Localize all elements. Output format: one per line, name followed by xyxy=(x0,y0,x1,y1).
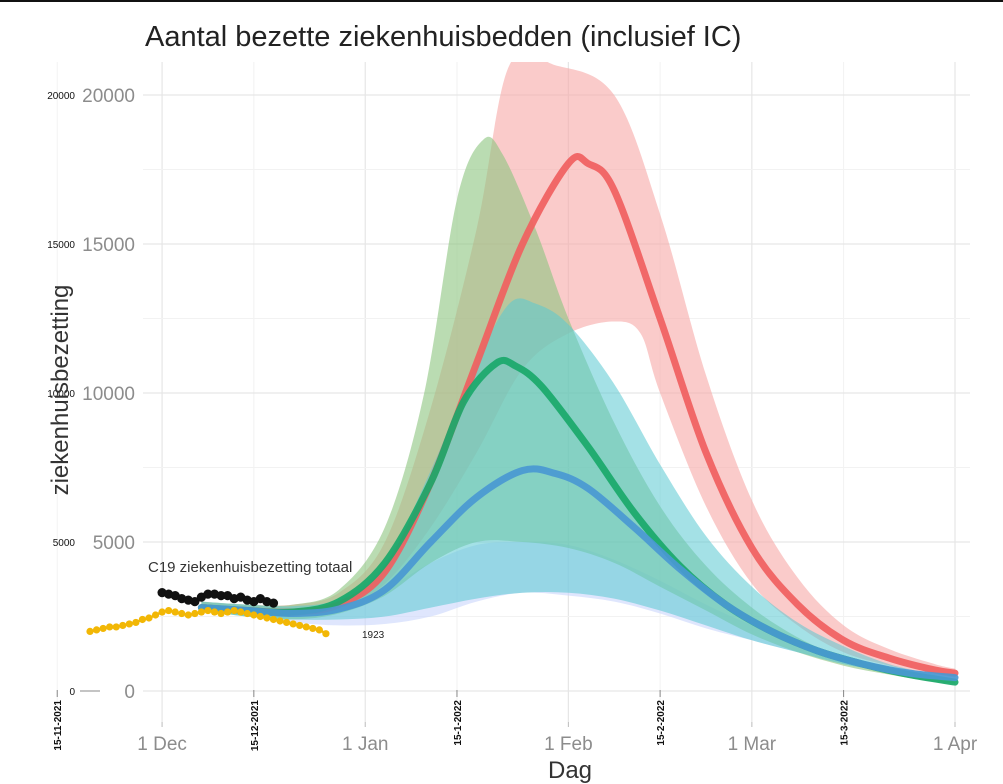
y-tick-label-overlay: 10000 xyxy=(47,389,75,400)
y-tick-label: 5000 xyxy=(93,533,135,554)
y-tick-label-overlay: 5000 xyxy=(53,538,76,549)
x-date-tick-label: 15-3-2022 xyxy=(840,700,851,746)
x-tick-label: 1 Feb xyxy=(544,734,593,755)
line-blue xyxy=(197,465,959,682)
observed-total-label: C19 ziekenhuisbezetting totaal xyxy=(148,559,352,576)
x-date-tick-label: 15-11-2021 xyxy=(53,700,64,751)
observed-yellow-point xyxy=(165,606,173,615)
observed-yellow-point xyxy=(269,615,278,624)
observed-yellow-point xyxy=(138,615,147,624)
observed-yellow-point xyxy=(230,606,238,615)
y-tick-label-overlay: 15000 xyxy=(47,240,75,251)
y-tick-label: 10000 xyxy=(82,384,135,405)
observed-yellow-point xyxy=(204,606,212,615)
observed-yellow-point xyxy=(282,618,291,627)
observed-yellow-point xyxy=(263,614,271,622)
observed-yellow-point xyxy=(171,608,179,616)
observed-yellow-point xyxy=(256,612,264,621)
x-date-tick-label: 15-1-2022 xyxy=(453,700,464,746)
observed-yellow-point xyxy=(197,608,206,616)
observed-yellow-point xyxy=(106,623,114,631)
observed-yellow-point xyxy=(243,609,251,618)
observed-yellow-point xyxy=(151,611,160,619)
x-date-tick-label: 15-2-2022 xyxy=(656,700,667,746)
observed-yellow-point xyxy=(302,623,310,631)
x-tick-label: 1 Jan xyxy=(342,734,388,755)
observed-yellow-point xyxy=(224,608,232,616)
observed-yellow-point xyxy=(119,621,127,630)
observed-yellow-point xyxy=(309,624,317,633)
observed-series xyxy=(86,588,330,638)
observed-yellow-point xyxy=(112,623,120,631)
x-axis-title: Dag xyxy=(548,757,592,784)
chart-title: Aantal bezette ziekenhuisbedden (inclusi… xyxy=(145,21,741,53)
y-axis-title: ziekenhuisbezetting xyxy=(47,285,74,496)
observed-yellow-point xyxy=(315,626,323,634)
y-tick-label-overlay: 20000 xyxy=(47,91,75,102)
x-date-tick-label: 15-12-2021 xyxy=(250,700,261,752)
y-tick-label-overlay: 0 xyxy=(69,687,75,698)
observed-yellow-point xyxy=(125,620,133,628)
observed-yellow-point xyxy=(132,618,140,627)
observed-yellow-point xyxy=(210,608,219,616)
observed-yellow-point xyxy=(322,630,330,638)
observed-total-point xyxy=(190,597,200,607)
observed-yellow-point xyxy=(217,609,225,618)
axes: 0 0 5000 5000 10000 10000 15000 15000 20000 20000… xyxy=(47,86,978,755)
observed-yellow-point xyxy=(145,614,153,622)
observed-yellow-point xyxy=(86,627,94,636)
observed-yellow-point xyxy=(296,621,304,630)
observed-yellow-point xyxy=(289,620,297,628)
observed-yellow-point xyxy=(178,609,186,618)
observed-total-point xyxy=(203,589,213,599)
observed-yellow-point xyxy=(92,626,101,634)
observed-yellow-point xyxy=(250,611,258,619)
observed-yellow-point xyxy=(276,617,284,625)
line-red xyxy=(197,153,959,677)
observed-yellow-point xyxy=(99,624,107,633)
observed-total-point xyxy=(216,591,226,601)
observed-end-label: 1923 xyxy=(362,630,385,641)
x-tick-label: 1 Apr xyxy=(933,734,978,755)
y-tick-label: 0 xyxy=(124,682,135,703)
scenario-lines xyxy=(197,153,959,686)
observed-yellow-point xyxy=(184,611,192,619)
observed-total-point xyxy=(268,598,279,608)
y-tick-label: 20000 xyxy=(82,86,135,107)
x-tick-label: 1 Mar xyxy=(728,734,777,755)
y-tick-label: 15000 xyxy=(82,235,135,256)
observed-yellow-point xyxy=(191,609,199,618)
observed-yellow-point xyxy=(237,608,245,616)
observed-yellow-point xyxy=(158,608,166,616)
x-tick-label: 1 Dec xyxy=(137,734,187,755)
